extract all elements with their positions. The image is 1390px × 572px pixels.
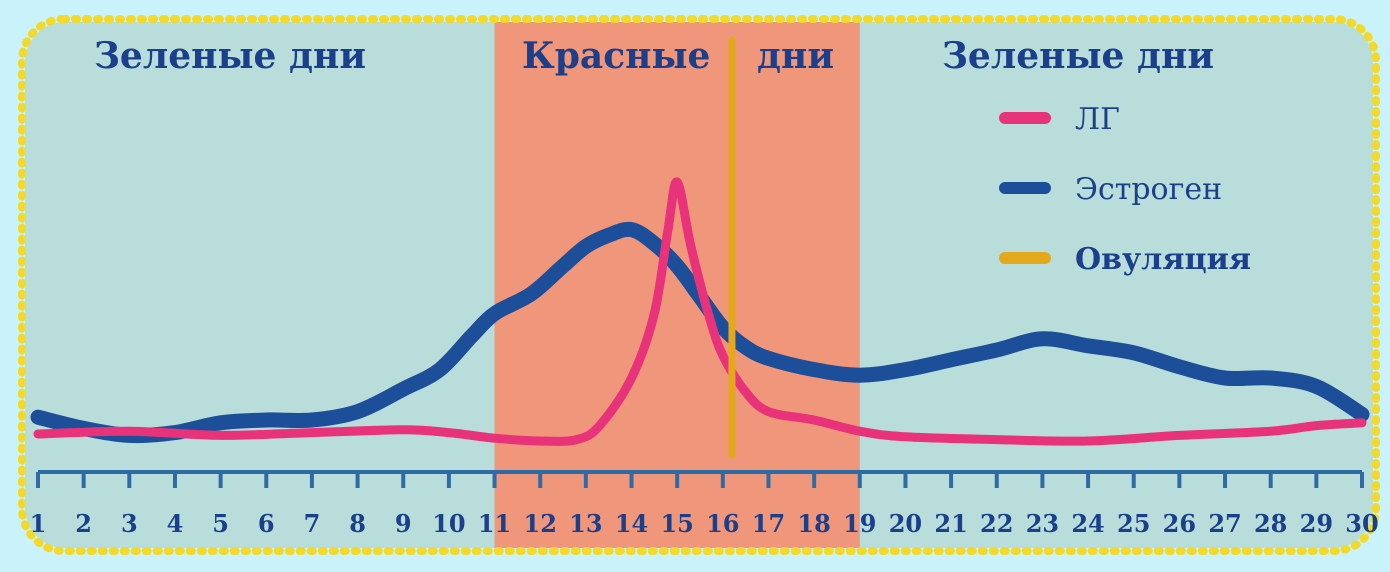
panel-dotted-border <box>18 15 1380 555</box>
x-tick-label: 9 <box>395 509 412 538</box>
x-tick-label: 6 <box>258 509 275 538</box>
legend-label: Овуляция <box>1075 242 1251 277</box>
x-tick-label: 23 <box>1026 509 1059 538</box>
x-tick-label: 13 <box>569 509 602 538</box>
x-tick-label: 29 <box>1300 509 1333 538</box>
x-tick-label: 5 <box>212 509 229 538</box>
red-days-zone <box>494 22 860 548</box>
x-axis: 1 2 3 4 5 6 7 8 9 10 11 12 13 14 15 16 17 18 19 20 21 22 23 24 2… <box>30 470 1379 538</box>
x-tick-label: 4 <box>167 509 184 538</box>
x-tick-label: 10 <box>432 509 465 538</box>
x-tick-label: 8 <box>349 509 366 538</box>
x-tick-label: 18 <box>797 509 830 538</box>
x-tick-label: 7 <box>304 509 321 538</box>
x-tick-label: 14 <box>615 509 648 538</box>
x-tick-label: 25 <box>1117 509 1150 538</box>
x-tick-label: 15 <box>660 509 693 538</box>
left-zone-title: Зеленые дни <box>94 35 366 77</box>
legend: ЛГ Эстроген Овуляция <box>999 102 1251 277</box>
x-tick-label: 30 <box>1345 509 1378 538</box>
x-tick-label: 21 <box>934 509 967 538</box>
x-tick-label: 26 <box>1163 509 1196 538</box>
x-tick-label: 3 <box>121 509 138 538</box>
legend-label: ЛГ <box>1075 102 1120 137</box>
series-line-lh <box>33 177 1367 446</box>
x-tick-label: 28 <box>1254 509 1287 538</box>
x-tick-label: 20 <box>889 509 922 538</box>
center-zone-title: Красные дни <box>522 35 834 77</box>
x-tick-label: 2 <box>75 509 92 538</box>
x-tick-label: 22 <box>980 509 1013 538</box>
x-tick-label: 1 <box>30 509 47 538</box>
x-tick-label: 11 <box>478 509 511 538</box>
right-zone-title: Зеленые дни <box>942 35 1214 77</box>
series-layer <box>30 177 1370 446</box>
x-tick-label: 17 <box>752 509 785 538</box>
x-tick-label: 19 <box>843 509 876 538</box>
x-tick-label: 27 <box>1208 509 1241 538</box>
x-tick-label: 24 <box>1071 509 1104 538</box>
x-tick-label: 12 <box>524 509 557 538</box>
x-tick-label: 16 <box>706 509 739 538</box>
legend-label: Эстроген <box>1075 172 1222 207</box>
